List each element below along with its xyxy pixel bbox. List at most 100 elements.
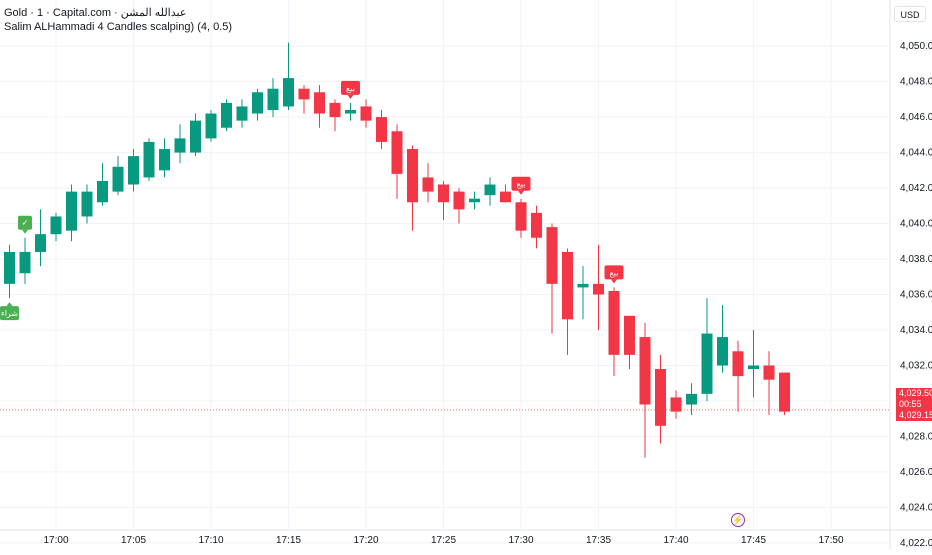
candle-body (422, 177, 434, 192)
candle-body (469, 198, 480, 203)
candle-body (608, 290, 620, 355)
candle-body (143, 141, 155, 178)
sell-signal-label (604, 265, 624, 280)
x-tick-label: 17:35 (586, 535, 611, 546)
candle-body (19, 251, 31, 274)
candle-body (221, 102, 232, 128)
chart-legend: Gold · 1 · Capital.com · عبدالله المشن S… (4, 6, 232, 34)
symbol-title[interactable]: Gold · 1 · Capital.com · عبدالله المشن (4, 7, 187, 19)
candle-body (515, 202, 527, 231)
candle-body (283, 78, 294, 107)
candle-body (314, 92, 325, 114)
x-tick-label: 17:00 (43, 535, 68, 546)
candle-body (174, 138, 186, 153)
sell-signal-text: بيع (517, 180, 526, 189)
buy-signal-text: شراء (1, 309, 18, 318)
candle-body (639, 337, 651, 405)
candle-body (112, 166, 124, 192)
x-tick-label: 17:10 (198, 535, 223, 546)
candle-body (81, 191, 93, 217)
x-tick-label: 17:50 (818, 535, 843, 546)
y-tick-label: 4,032.00 (900, 360, 932, 371)
x-tick-label: 17:15 (276, 535, 301, 546)
indicator-title[interactable]: Salim ALHammadi 4 Candles scalping) (4, … (4, 21, 233, 33)
x-tick-label: 17:30 (508, 535, 533, 546)
y-tick-label: 4,050.00 (900, 41, 932, 52)
candle-body (298, 88, 310, 100)
y-tick-label: 4,042.00 (900, 183, 932, 194)
candle-body (35, 234, 46, 252)
candle-body (205, 113, 217, 139)
candle-body (66, 191, 77, 231)
candle-body (546, 227, 558, 284)
candle-body (484, 184, 496, 196)
candle-body (391, 131, 403, 174)
sell-signal-pointer (347, 94, 354, 99)
candle-body (717, 337, 728, 366)
signals-layer: شراء ✓ بيع بيع بيع (0, 80, 624, 321)
candle-body (593, 283, 604, 295)
buy-signal-pointer (22, 229, 28, 234)
y-tick-label: 4,024.00 (900, 502, 932, 513)
candle-body (500, 191, 511, 203)
sell-signal-pointer (518, 190, 524, 195)
candle-body (655, 369, 666, 426)
candle-body (267, 88, 279, 110)
y-tick-label: 4,038.00 (900, 254, 932, 265)
candle-body (4, 251, 15, 284)
y-tick-label: 4,048.00 (900, 77, 932, 88)
candle-body (763, 365, 775, 380)
candle-body (686, 393, 697, 405)
x-tick-label: 17:05 (121, 535, 146, 546)
candle-body (97, 180, 108, 203)
candle-body (376, 117, 387, 142)
last-price-tag: 4,029.50 00:55 (896, 388, 932, 410)
sell-signal-pointer (611, 279, 617, 284)
buy-signal-pointer (6, 302, 13, 307)
buy-signal-label (0, 306, 19, 321)
candle-body (252, 92, 263, 114)
y-tick-label: 4,034.00 (900, 325, 932, 336)
candle-body (345, 110, 356, 114)
x-tick-label: 17:20 (353, 535, 378, 546)
candle-body (50, 216, 62, 235)
candle-body (453, 191, 465, 210)
buy-signal-text: ✓ (22, 219, 29, 228)
x-tick-label: 17:25 (431, 535, 456, 546)
x-tick-label: 17:45 (741, 535, 766, 546)
candle-body (577, 283, 589, 288)
candle-body (190, 120, 201, 153)
y-tick-label: 4,046.00 (900, 112, 932, 123)
grid-layer (0, 0, 890, 544)
lightning-icon[interactable]: ⚡ (731, 513, 745, 527)
candle-body (779, 372, 790, 412)
sell-signal-label (341, 80, 360, 95)
buy-signal-label (18, 215, 32, 230)
y-tick-label: 4,022.00 (900, 538, 932, 549)
candle-body (701, 333, 713, 394)
y-tick-label: 4,044.00 (900, 148, 932, 159)
countdown-label: 00:55 (899, 399, 922, 409)
candle-body (670, 397, 682, 412)
candle-body (128, 156, 139, 185)
candle-body (360, 106, 372, 121)
second-price-label: 4,029.15 (899, 410, 932, 420)
sell-signal-text: بيع (610, 268, 619, 277)
sell-signal-text: بيع (346, 84, 355, 93)
y-tick-label: 4,040.00 (900, 219, 932, 230)
candle-body (531, 212, 542, 238)
last-price-label: 4,029.50 (899, 388, 932, 398)
second-price-tag: 4,029.15 (896, 410, 932, 421)
y-tick-label: 4,028.00 (900, 431, 932, 442)
currency-button[interactable]: USD (894, 6, 926, 22)
candle-body (159, 149, 170, 171)
candle-body (407, 149, 418, 203)
y-tick-label: 4,036.00 (900, 290, 932, 301)
x-tick-label: 17:40 (663, 535, 688, 546)
candle-body (624, 315, 635, 355)
candle-body (236, 106, 248, 121)
y-tick-label: 4,026.00 (900, 467, 932, 478)
